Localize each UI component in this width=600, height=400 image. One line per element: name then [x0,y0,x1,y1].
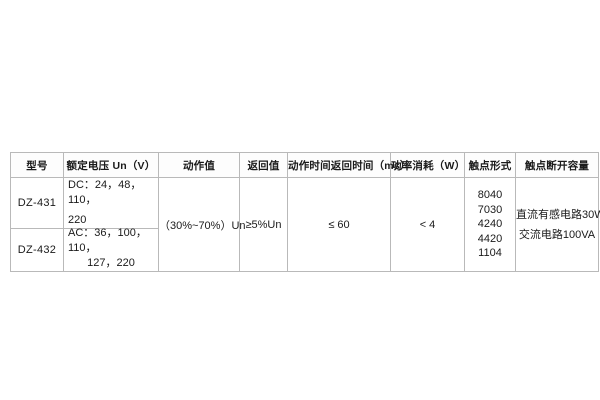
contact-form-value: 8040 [477,189,503,202]
voltage-ac-text: AC：36，100，110， 127，220 [64,226,158,271]
table-row: DZ-431 DC：24，48，110， 220 （30%~70%）Un ≥5%… [10,177,600,272]
column-header-break-capacity: 触点断开容量 [515,152,599,178]
cell-model-dz432: DZ-432 [10,228,64,272]
cell-break-capacity: 直流有感电路30W 交流电路100VA [515,177,600,272]
cell-rated-voltage-ac: AC：36，100，110， 127，220 [63,226,159,272]
column-header-contact-form: 触点形式 [464,152,516,178]
table-body: DZ-431 DC：24，48，110， 220 （30%~70%）Un ≥5%… [10,177,600,272]
voltage-dc-line1: DC：24，48，110， [68,179,142,206]
cell-operate-time: ≤ 60 [287,177,391,272]
relay-specification-table: 型号 额定电压 Un（V） 动作值 返回值 动作时间返回时间（ms） 功率消耗（… [10,152,600,272]
contact-form-value: 1104 [478,247,502,260]
break-capacity-ac: 交流电路100VA [518,228,596,241]
cell-pickup-value: （30%~70%）Un [158,177,246,272]
cell-reset-value: ≥5%Un [239,177,288,272]
table-header-row: 型号 额定电压 Un（V） 动作值 返回值 动作时间返回时间（ms） 功率消耗（… [10,152,599,178]
table-row: DZ-432 AC：36，100，110， 127，220 [10,226,599,272]
table-header: 型号 额定电压 Un（V） 动作值 返回值 动作时间返回时间（ms） 功率消耗（… [10,152,599,178]
contact-form-value: 4240 [477,218,503,231]
cell-contact-form: 8040 7030 4240 4420 1104 [464,177,516,272]
contact-form-value: 7030 [477,203,503,216]
column-header-rated-voltage: 额定电压 Un（V） [63,152,159,178]
column-header-operate-time: 动作时间返回时间（ms） [287,152,410,178]
column-header-power-consumption: 功率消耗（W） [390,152,465,178]
break-capacity-dc: 直流有感电路30W [516,208,600,221]
cell-rated-voltage-dc: DC：24，48，110， 220 [63,177,159,229]
column-header-model: 型号 [10,152,64,178]
cell-model-dz431: DZ-431 [10,177,64,229]
voltage-ac-line1: AC：36，100，110， [68,227,147,254]
column-header-pickup-value: 动作值 [158,152,240,178]
cell-power-consumption: < 4 [390,177,465,272]
contact-form-value: 4420 [477,232,503,245]
column-header-reset-value: 返回值 [239,152,288,178]
voltage-dc-text: DC：24，48，110， 220 [64,178,158,228]
voltage-ac-line2: 127，220 [87,257,135,269]
voltage-dc-line2: 220 [68,214,87,226]
